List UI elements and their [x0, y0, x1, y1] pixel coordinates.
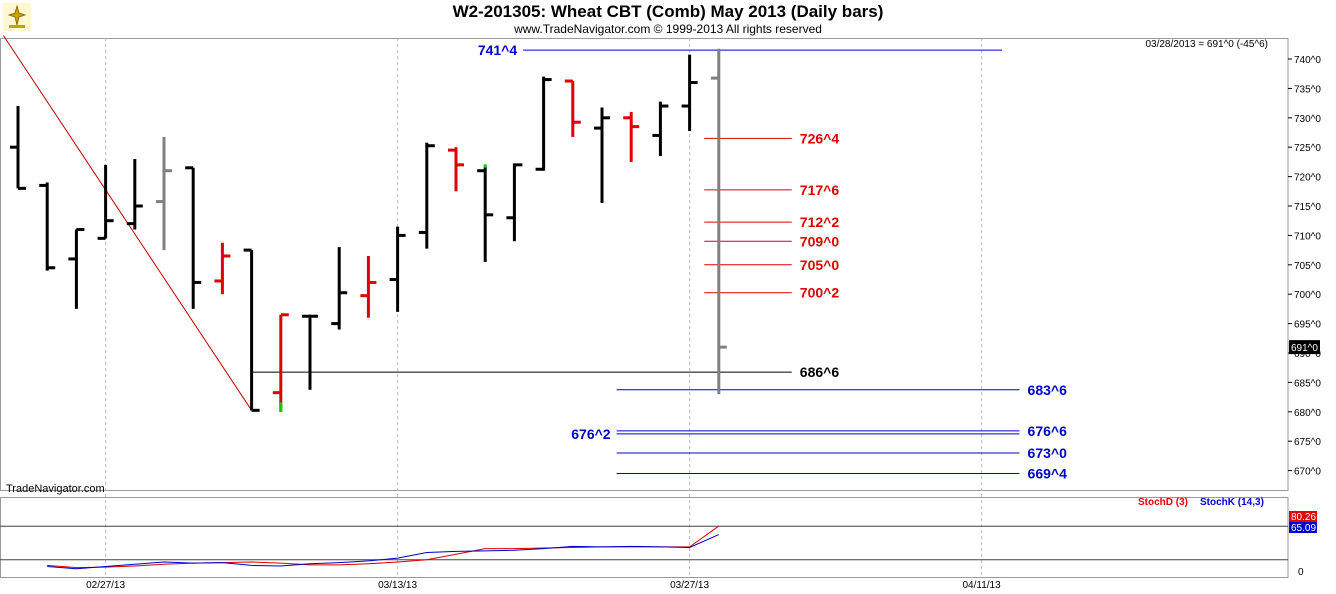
y-tick-label: 715^0	[1294, 202, 1321, 213]
y-tick-label: 710^0	[1294, 231, 1321, 242]
last-bar-note: 03/28/2013 = 691^0 (-45^6)	[1145, 39, 1268, 50]
level-label: 676^2	[571, 426, 611, 442]
level-label: 686^6	[800, 364, 840, 380]
level-label: 726^4	[800, 130, 840, 146]
y-tick-label: 725^0	[1294, 143, 1321, 154]
level-label: 712^2	[800, 214, 840, 230]
watermark-text: TradeNavigator.com	[6, 483, 105, 495]
legend-stoch-k: StochK (14,3)	[1200, 497, 1264, 508]
y-tick-label: 685^0	[1294, 378, 1321, 389]
y-tick-label: 695^0	[1294, 320, 1321, 331]
level-label: 705^0	[800, 257, 840, 273]
x-tick-label: 04/11/13	[963, 580, 1002, 591]
level-label: 669^4	[1028, 466, 1068, 482]
level-label: 673^0	[1028, 445, 1068, 461]
y-tick-label: 735^0	[1294, 84, 1321, 95]
y-tick-label: 690^0	[1294, 349, 1321, 360]
legend-stoch-d: StochD (3)	[1138, 497, 1188, 508]
stoch-series-line	[47, 534, 720, 570]
stoch-k-tag: 65.09	[1291, 523, 1316, 534]
level-label: 709^0	[800, 233, 840, 249]
x-tick-label: 03/13/13	[378, 580, 417, 591]
y-tick-label: 700^0	[1294, 290, 1321, 301]
y-tick-label: 720^0	[1294, 173, 1321, 184]
level-label: 700^2	[800, 285, 840, 301]
y-tick-label: 705^0	[1294, 261, 1321, 272]
stoch-y-tick-label: 0	[1298, 567, 1304, 578]
chart-subtitle: www.TradeNavigator.com © 1999-2013 All r…	[514, 22, 822, 36]
trade-navigator-logo-icon	[3, 3, 31, 31]
y-tick-label: 680^0	[1294, 408, 1321, 419]
level-label: 676^6	[1028, 423, 1068, 439]
level-label: 741^4	[478, 42, 518, 58]
stoch-panel-frame	[0, 497, 1289, 578]
x-tick-label: 03/27/13	[670, 580, 709, 591]
x-tick-label: 02/27/13	[86, 580, 125, 591]
stoch-d-tag-bg	[1289, 511, 1317, 522]
stoch-d-tag: 80.26	[1291, 512, 1316, 523]
last-price-tag-bg	[1289, 340, 1320, 355]
y-tick-label: 740^0	[1294, 55, 1321, 66]
stoch-k-tag-bg	[1289, 522, 1317, 533]
y-tick-label: 670^0	[1294, 467, 1321, 478]
y-tick-label: 675^0	[1294, 437, 1321, 448]
level-label: 683^6	[1028, 382, 1068, 398]
y-tick-label: 730^0	[1294, 114, 1321, 125]
last-price-tag: 691^0	[1291, 343, 1318, 354]
level-label: 717^6	[800, 182, 840, 198]
chart-title: W2-201305: Wheat CBT (Comb) May 2013 (Da…	[452, 2, 884, 21]
